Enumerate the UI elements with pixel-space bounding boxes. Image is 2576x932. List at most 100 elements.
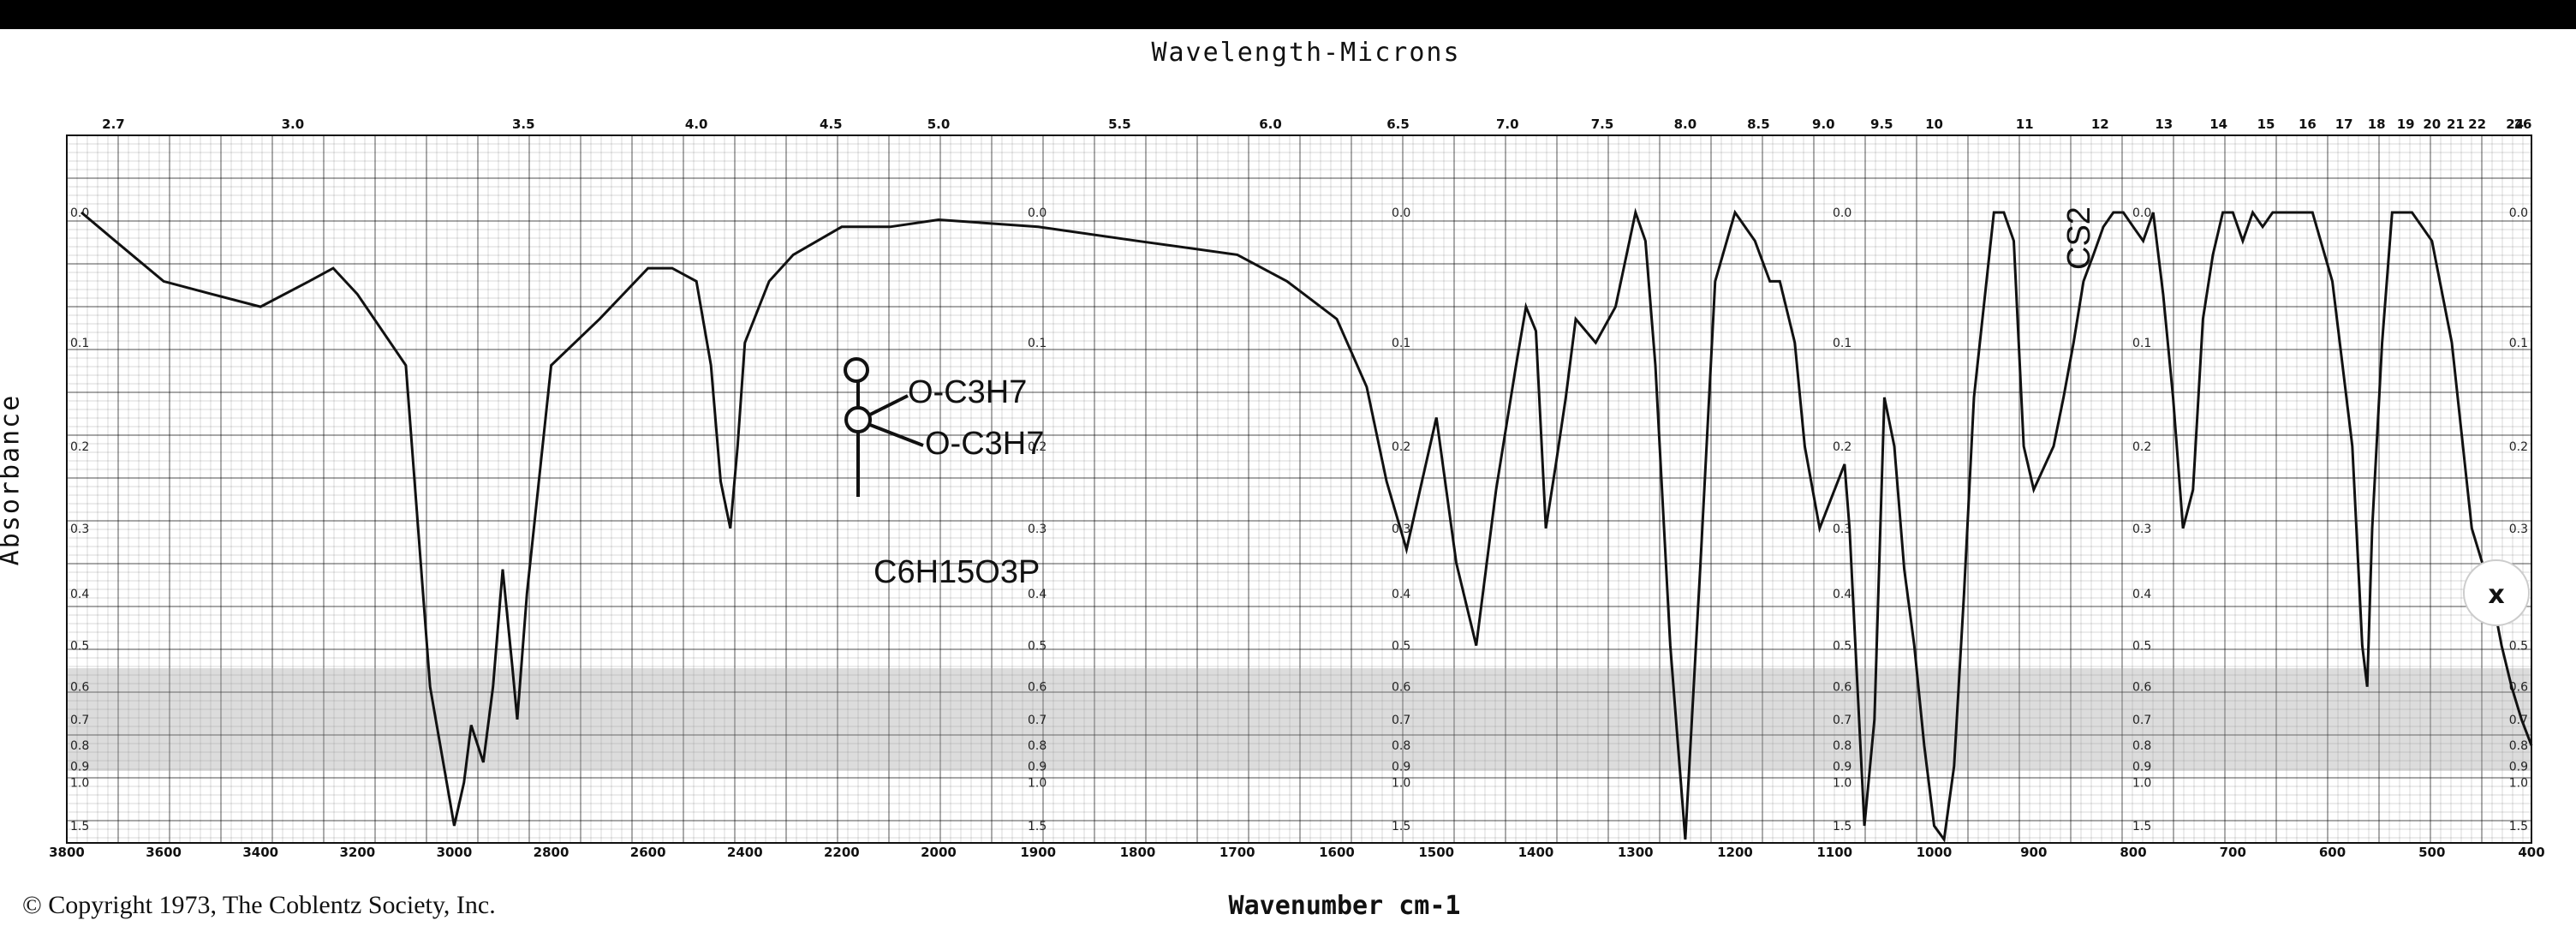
- y-tick-label: 1.0: [1392, 776, 1410, 790]
- y-tick-label: 0.8: [1392, 739, 1410, 753]
- x-tick-label: 3200: [339, 845, 375, 860]
- structure-sketch: [844, 357, 924, 497]
- y-tick-label: 0.8: [1833, 739, 1852, 753]
- x-tick-label: 1100: [1816, 845, 1852, 860]
- y-tick-label: 0.7: [70, 714, 89, 727]
- top-tick-label: 4.0: [685, 116, 708, 132]
- x-tick-label: 900: [2020, 845, 2047, 860]
- top-ticks: 2.7 3.0 3.5 4.0 4.5 5.0 5.5 6.0 6.5 7.0 7.5 8.0 8.5 9…: [102, 116, 2531, 132]
- top-tick-label: 20: [2423, 116, 2441, 132]
- y-ticks: 0.0 0.00.0 0.0 0.0 0.00.1 0.10.1 0.1 0.1 0.10.2 0…: [70, 206, 2528, 833]
- x-ticks: 3800 3600 3400 3200 3000 2800 2600 2400 2200 2000…: [49, 845, 2545, 860]
- top-tick-label: 6.0: [1259, 116, 1282, 132]
- top-tick-label: 7.5: [1591, 116, 1614, 132]
- top-tick-label: 5.0: [927, 116, 951, 132]
- y-tick-label: 0.0: [2132, 206, 2151, 220]
- x-tick-label: 3800: [49, 845, 85, 860]
- y-tick-label: 1.5: [1392, 820, 1410, 833]
- x-axis-label: Wavenumber cm-1: [1228, 891, 1461, 921]
- y-tick-label: 0.3: [2132, 523, 2151, 536]
- x-tick-label: 1000: [1917, 845, 1953, 860]
- y-tick-label: 0.0: [1392, 206, 1410, 220]
- structure-text-2: O-C3H7: [925, 426, 1044, 462]
- top-tick-label: 26: [2514, 116, 2532, 132]
- marker-x: x: [2488, 580, 2504, 610]
- top-tick-label: 10: [1925, 116, 1943, 132]
- y-tick-label: 0.6: [1833, 681, 1852, 695]
- y-tick-label: 0.1: [70, 337, 89, 350]
- y-tick-label: 0.7: [2509, 714, 2528, 727]
- y-tick-label: 1.0: [1028, 776, 1046, 790]
- y-tick-label: 1.5: [2132, 820, 2151, 833]
- top-tick-label: 19: [2397, 116, 2415, 132]
- top-tick-label: 16: [2299, 116, 2317, 132]
- x-tick-label: 500: [2418, 845, 2445, 860]
- top-tick-label: 14: [2209, 116, 2227, 132]
- top-tick-label: 3.0: [282, 116, 305, 132]
- marker-circle: [2463, 559, 2530, 626]
- y-tick-label: 0.8: [70, 739, 89, 753]
- x-tick-label: 3400: [242, 845, 278, 860]
- x-tick-label: 2400: [727, 845, 763, 860]
- y-tick-label: 0.1: [2509, 337, 2528, 350]
- top-tick-label: 4.5: [820, 116, 843, 132]
- y-tick-label: 1.0: [1833, 776, 1852, 790]
- x-tick-label: 1300: [1618, 845, 1654, 860]
- y-tick-label: 1.0: [70, 776, 89, 790]
- y-tick-label: 0.4: [70, 588, 89, 601]
- y-tick-label: 1.5: [1028, 820, 1046, 833]
- x-tick-label: 1400: [1518, 845, 1554, 860]
- y-tick-label: 0.3: [2509, 523, 2528, 536]
- y-tick-label: 0.9: [1028, 760, 1046, 774]
- grid: [66, 134, 2531, 843]
- y-tick-label: 0.5: [70, 640, 89, 654]
- y-tick-label: 0.6: [1028, 681, 1046, 695]
- y-tick-label: 1.0: [2509, 776, 2528, 790]
- y-tick-label: 1.5: [70, 820, 89, 833]
- chart-title: Wavelength-Microns: [1151, 38, 1461, 68]
- y-tick-label: 0.4: [1028, 588, 1046, 601]
- top-tick-label: 8.5: [1747, 116, 1770, 132]
- x-tick-label: 2600: [630, 845, 666, 860]
- y-tick-label: 0.5: [1028, 640, 1046, 654]
- y-tick-label: 0.2: [1833, 440, 1852, 454]
- structure-text-1: O-C3H7: [908, 374, 1027, 410]
- y-tick-label: 0.1: [2132, 337, 2151, 350]
- x-tick-label: 3000: [437, 845, 473, 860]
- y-tick-label: 0.7: [1392, 714, 1410, 727]
- top-tick-label: 2.7: [102, 116, 125, 132]
- y-tick-label: 0.2: [2132, 440, 2151, 454]
- y-tick-label: 0.6: [1392, 681, 1410, 695]
- top-tick-label: 9.0: [1812, 116, 1835, 132]
- y-tick-label: 0.0: [2509, 206, 2528, 220]
- x-tick-label: 1200: [1717, 845, 1753, 860]
- formula-text: C6H15O3P: [874, 554, 1040, 590]
- y-tick-label: 0.0: [1028, 206, 1046, 220]
- y-tick-label: 0.8: [1028, 739, 1046, 753]
- top-tick-label: 5.5: [1108, 116, 1131, 132]
- x-tick-label: 1500: [1418, 845, 1454, 860]
- top-tick-label: 6.5: [1386, 116, 1410, 132]
- top-tick-label: 12: [2091, 116, 2109, 132]
- y-tick-label: 0.1: [1833, 337, 1852, 350]
- y-tick-label: 0.4: [1833, 588, 1852, 601]
- top-tick-label: 9.5: [1870, 116, 1893, 132]
- y-tick-label: 0.2: [1028, 440, 1046, 454]
- y-tick-label: 0.3: [70, 523, 89, 536]
- y-tick-label: 0.5: [2132, 640, 2151, 654]
- top-tick-label: 17: [2335, 116, 2353, 132]
- y-tick-label: 0.9: [2132, 760, 2151, 774]
- top-tick-label: 7.0: [1496, 116, 1519, 132]
- y-tick-label: 0.4: [1392, 588, 1410, 601]
- top-tick-label: 13: [2155, 116, 2173, 132]
- x-tick-label: 400: [2518, 845, 2544, 860]
- solvent-text: CS2: [2061, 206, 2097, 270]
- y-tick-label: 0.5: [1833, 640, 1852, 654]
- x-tick-label: 2000: [921, 845, 957, 860]
- y-tick-label: 0.6: [70, 681, 89, 695]
- x-tick-label: 800: [2120, 845, 2146, 860]
- spectrum-line: [80, 207, 2533, 843]
- y-tick-label: 0.3: [1833, 523, 1852, 536]
- top-tick-label: 22: [2468, 116, 2486, 132]
